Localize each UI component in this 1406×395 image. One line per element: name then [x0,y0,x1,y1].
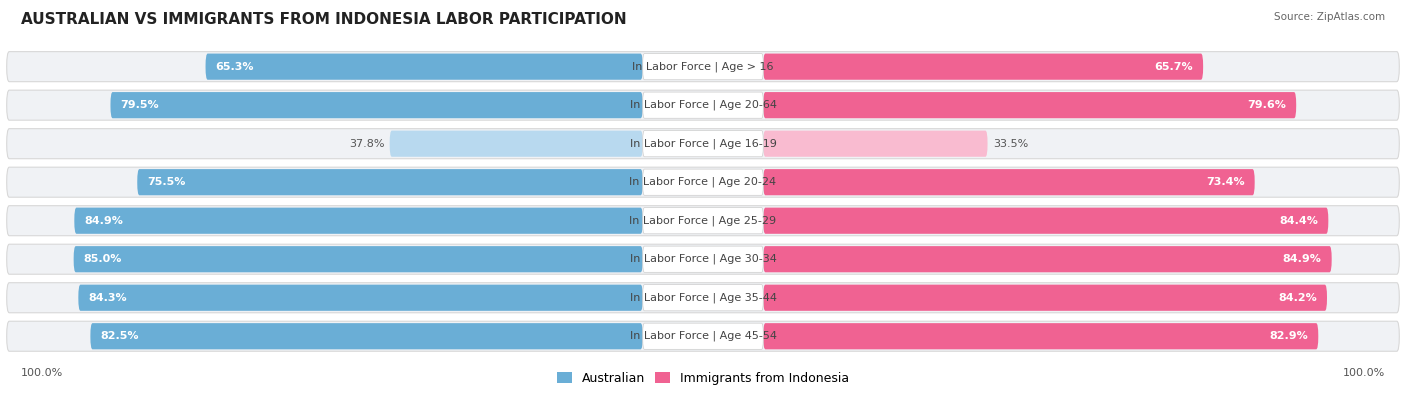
FancyBboxPatch shape [643,285,763,311]
Text: 33.5%: 33.5% [993,139,1028,149]
FancyBboxPatch shape [90,323,643,349]
FancyBboxPatch shape [205,54,643,80]
FancyBboxPatch shape [643,323,763,349]
Text: In Labor Force | Age 30-34: In Labor Force | Age 30-34 [630,254,776,265]
Text: 37.8%: 37.8% [349,139,384,149]
Text: 73.4%: 73.4% [1206,177,1244,187]
FancyBboxPatch shape [73,246,643,272]
Text: 82.9%: 82.9% [1270,331,1308,341]
FancyBboxPatch shape [643,54,763,80]
FancyBboxPatch shape [763,323,1319,349]
Text: In Labor Force | Age 20-64: In Labor Force | Age 20-64 [630,100,776,111]
FancyBboxPatch shape [7,167,1399,197]
Text: 65.3%: 65.3% [215,62,254,71]
Text: In Labor Force | Age 35-44: In Labor Force | Age 35-44 [630,292,776,303]
FancyBboxPatch shape [763,169,1254,195]
Text: AUSTRALIAN VS IMMIGRANTS FROM INDONESIA LABOR PARTICIPATION: AUSTRALIAN VS IMMIGRANTS FROM INDONESIA … [21,12,627,27]
FancyBboxPatch shape [79,285,643,311]
Text: 65.7%: 65.7% [1154,62,1194,71]
Text: 79.6%: 79.6% [1247,100,1286,110]
Text: In Labor Force | Age 25-29: In Labor Force | Age 25-29 [630,215,776,226]
FancyBboxPatch shape [763,92,1296,118]
FancyBboxPatch shape [7,283,1399,313]
FancyBboxPatch shape [7,90,1399,120]
Text: 75.5%: 75.5% [148,177,186,187]
FancyBboxPatch shape [7,206,1399,236]
Text: In Labor Force | Age 16-19: In Labor Force | Age 16-19 [630,138,776,149]
Text: 100.0%: 100.0% [1343,368,1385,378]
FancyBboxPatch shape [643,169,763,195]
FancyBboxPatch shape [643,92,763,118]
FancyBboxPatch shape [7,321,1399,351]
FancyBboxPatch shape [763,54,1204,80]
FancyBboxPatch shape [7,129,1399,159]
FancyBboxPatch shape [763,208,1329,234]
FancyBboxPatch shape [7,52,1399,82]
Text: 84.9%: 84.9% [84,216,124,226]
Text: 84.9%: 84.9% [1282,254,1322,264]
FancyBboxPatch shape [389,131,643,157]
Text: Source: ZipAtlas.com: Source: ZipAtlas.com [1274,12,1385,22]
Text: 79.5%: 79.5% [121,100,159,110]
Text: In Labor Force | Age > 16: In Labor Force | Age > 16 [633,61,773,72]
FancyBboxPatch shape [763,131,987,157]
Text: 100.0%: 100.0% [21,368,63,378]
FancyBboxPatch shape [763,285,1327,311]
Legend: Australian, Immigrants from Indonesia: Australian, Immigrants from Indonesia [557,372,849,385]
FancyBboxPatch shape [7,244,1399,274]
FancyBboxPatch shape [643,208,763,234]
FancyBboxPatch shape [75,208,643,234]
Text: In Labor Force | Age 20-24: In Labor Force | Age 20-24 [630,177,776,188]
Text: 84.3%: 84.3% [89,293,127,303]
FancyBboxPatch shape [111,92,643,118]
FancyBboxPatch shape [763,246,1331,272]
Text: 82.5%: 82.5% [100,331,139,341]
Text: 85.0%: 85.0% [84,254,122,264]
FancyBboxPatch shape [138,169,643,195]
Text: 84.4%: 84.4% [1279,216,1319,226]
Text: In Labor Force | Age 45-54: In Labor Force | Age 45-54 [630,331,776,342]
Text: 84.2%: 84.2% [1278,293,1317,303]
FancyBboxPatch shape [643,131,763,157]
FancyBboxPatch shape [643,246,763,272]
